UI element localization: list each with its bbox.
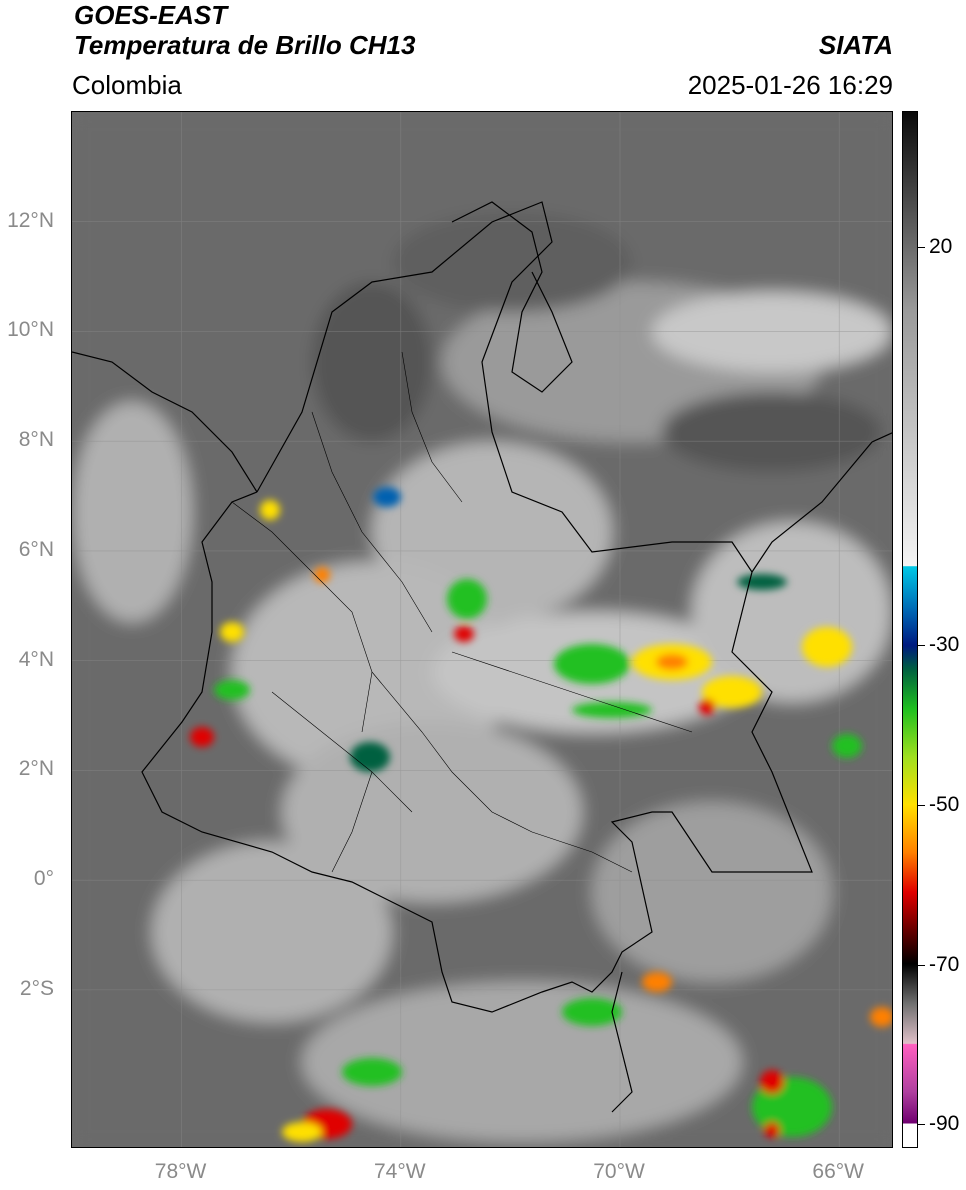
lat-tick-label: 6°N [18,537,54,561]
lat-tick-label: 2°N [18,757,54,781]
colorbar-tick-label: 20 [929,234,953,258]
lat-tick-label: 2°S [19,976,54,1000]
colorbar-tick-mark [918,645,925,647]
lon-tick-label: 78°W [154,1160,207,1183]
lat-tick-label: 0° [33,867,54,891]
colorbar-tick-label: -30 [929,633,960,657]
product-title: Temperatura de Brillo CH13 [74,30,416,60]
colorbar-tick-mark [918,964,925,966]
department-borders [231,351,693,873]
source-label: SIATA [818,30,893,60]
temperature-colorbar [902,111,918,1148]
convective-cells [190,487,892,1142]
lon-tick-label: 74°W [374,1160,426,1183]
satellite-title: GOES-EAST [74,0,228,30]
colorbar-tick-label: -70 [929,952,960,976]
colorbar-tick-mark [918,1124,925,1126]
datetime-label: 2025-01-26 16:29 [687,70,893,100]
region-label: Colombia [72,70,182,100]
colorbar-tick-label: -50 [929,792,960,816]
lat-tick-label: 12°N [7,208,54,232]
colorbar-tick-label: -90 [929,1112,960,1136]
map-canvas [72,112,892,1147]
colorbar-tick-mark [918,246,925,248]
lon-tick-label: 70°W [593,1160,645,1183]
lat-tick-label: 8°N [18,428,54,452]
country-borders [72,201,892,1113]
lat-tick-label: 4°N [18,647,54,671]
lat-tick-label: 10°N [7,318,54,342]
cloud-field [72,112,892,1147]
lon-tick-label: 66°W [812,1160,864,1183]
colorbar-tick-mark [918,804,925,806]
satellite-map[interactable] [71,111,893,1148]
